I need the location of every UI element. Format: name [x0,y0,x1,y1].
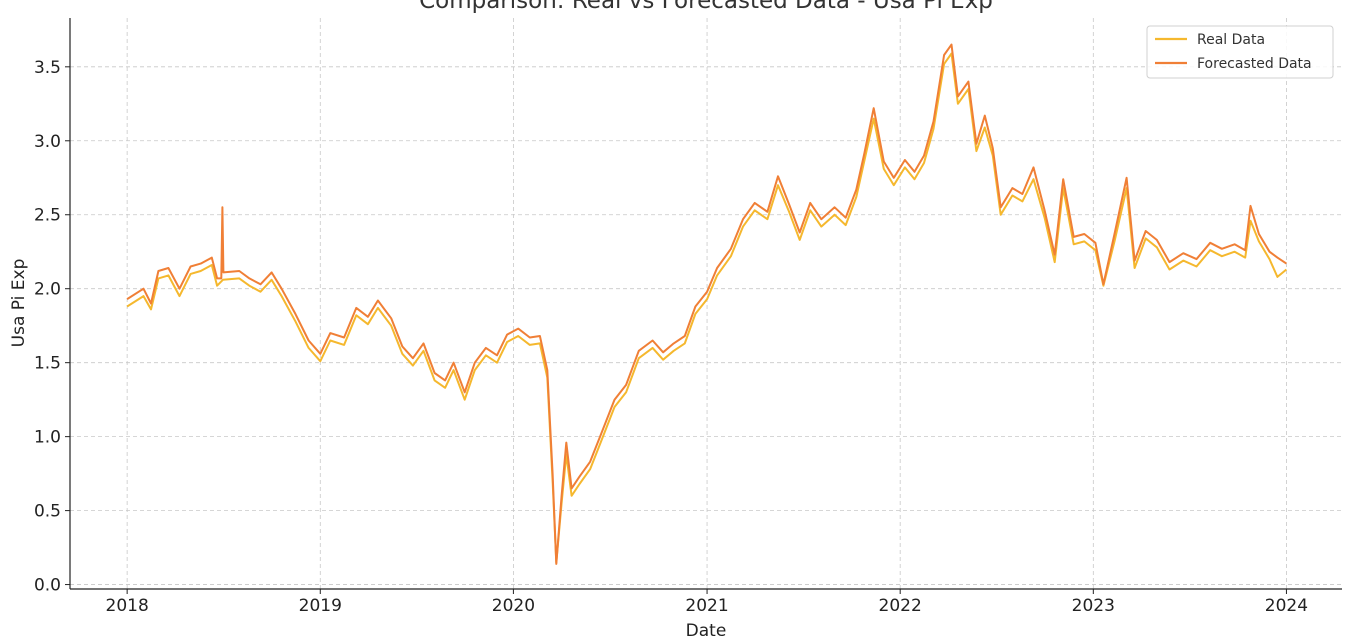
legend-box [1146,25,1334,79]
grid [70,18,1342,589]
y-tick-label: 2.5 [34,206,61,226]
y-tick-label: 1.0 [34,428,61,448]
y-tick-label: 1.5 [34,354,61,374]
legend-label-real-data: Real Data [1197,32,1265,48]
series-layer [126,43,1288,565]
y-tick-label: 3.0 [34,132,61,152]
x-axis-title: Date [686,621,727,641]
y-tick-label: 3.5 [34,58,61,78]
series-line-real-data [126,52,1288,564]
legend-label-forecasted-data: Forecasted Data [1197,56,1312,72]
x-tick-label: 2023 [1072,596,1115,616]
x-tick-label: 2018 [106,596,149,616]
chart-title: Comparison: Real vs Forecasted Data - Us… [419,0,993,14]
x-tick-label: 2021 [685,596,728,616]
y-tick-label: 2.0 [34,280,61,300]
x-tick-label: 2020 [492,596,535,616]
y-axis-ticks: 0.0 0.5 1.0 1.5 2.0 2.5 3.0 3.5 [34,58,70,596]
y-axis-title: Usa Pi Exp [9,259,29,348]
legend: Real Data Forecasted Data [1146,25,1334,79]
x-tick-label: 2019 [299,596,342,616]
y-tick-label: 0.0 [34,576,61,596]
series-line-forecasted-data [126,43,1287,565]
x-tick-label: 2024 [1265,596,1308,616]
y-tick-label: 0.5 [34,502,61,522]
x-tick-label: 2022 [879,596,922,616]
x-axis-ticks: 2018 2019 2020 2021 2022 2023 2024 [106,589,1308,616]
